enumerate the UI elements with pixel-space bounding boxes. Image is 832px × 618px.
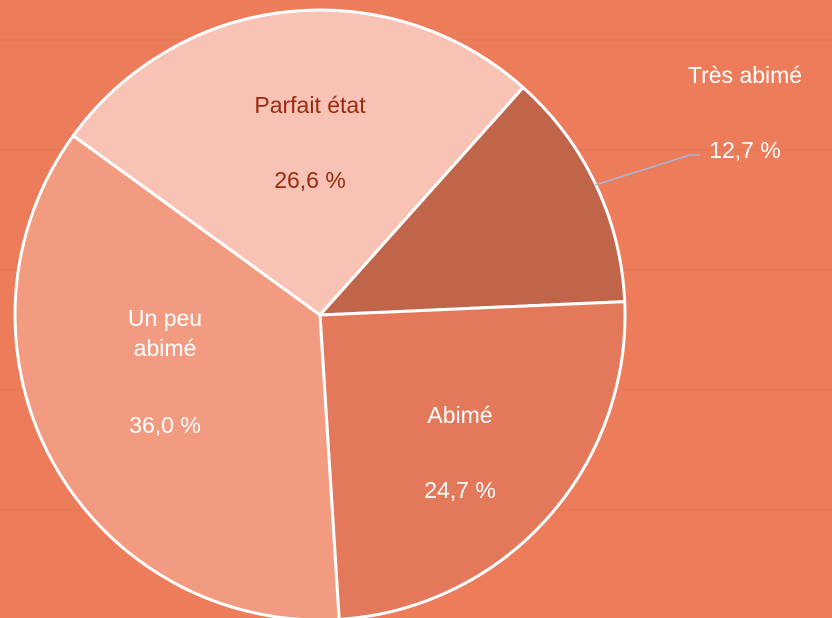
pie-slice xyxy=(318,300,627,618)
pie-slice xyxy=(13,134,341,618)
value-label: 24,7 % xyxy=(424,477,496,503)
value-label: 26,6 % xyxy=(274,167,346,193)
slice-label: Parfait état xyxy=(254,92,366,118)
value-label: 12,7 % xyxy=(709,137,781,163)
leader-line xyxy=(594,154,700,186)
pie-slice xyxy=(71,8,525,317)
slice-label: Abimé xyxy=(427,402,493,428)
slice-label: Un peu abimé xyxy=(127,305,203,361)
slice-label: Très abimé xyxy=(687,62,803,88)
value-label: 36,0 % xyxy=(129,412,201,438)
